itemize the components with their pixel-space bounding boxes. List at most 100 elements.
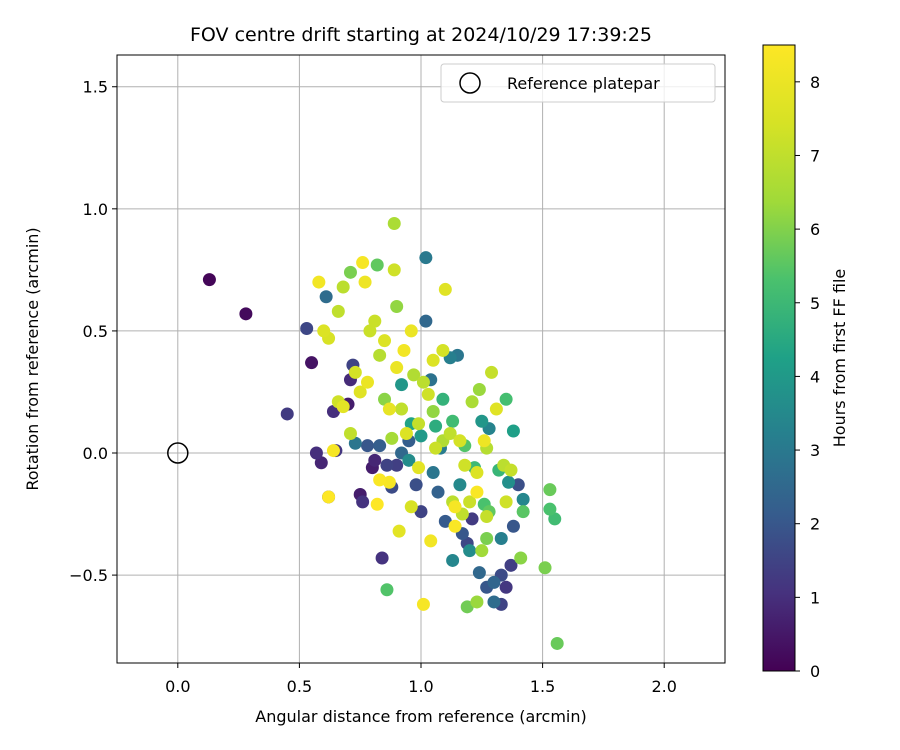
data-point xyxy=(543,483,557,497)
data-point xyxy=(356,495,370,509)
data-point xyxy=(504,463,518,477)
data-point xyxy=(300,321,314,335)
data-point xyxy=(511,478,525,492)
colorbar-tick-label: 2 xyxy=(810,515,820,534)
grid-lines xyxy=(117,55,725,663)
data-point xyxy=(309,446,323,460)
data-point xyxy=(463,495,477,509)
data-point xyxy=(331,304,345,318)
colorbar-tick-label: 4 xyxy=(810,367,820,386)
data-point xyxy=(465,512,479,526)
x-tick-label: 0.0 xyxy=(165,677,190,696)
colorbar-tick-label: 8 xyxy=(810,73,820,92)
data-point xyxy=(387,216,401,230)
data-point xyxy=(280,407,294,421)
data-point xyxy=(363,324,377,338)
data-point xyxy=(448,500,462,514)
data-point xyxy=(317,324,331,338)
data-point xyxy=(370,497,384,511)
x-tick-label: 2.0 xyxy=(651,677,676,696)
y-axis-ticks: −0.5 0.0 0.5 1.0 1.5 xyxy=(69,78,117,585)
data-point xyxy=(414,505,428,519)
data-point xyxy=(319,290,333,304)
data-point xyxy=(202,273,216,287)
data-point xyxy=(375,551,389,565)
data-point xyxy=(407,368,421,382)
data-point xyxy=(480,531,494,545)
y-tick-label: −0.5 xyxy=(69,566,108,585)
data-point xyxy=(506,424,520,438)
data-point xyxy=(392,524,406,538)
data-point xyxy=(380,458,394,472)
legend-label: Reference platepar xyxy=(507,74,660,93)
colorbar-gradient xyxy=(762,44,796,672)
data-point xyxy=(382,475,396,489)
data-point xyxy=(380,583,394,597)
data-point xyxy=(424,534,438,548)
data-point xyxy=(382,402,396,416)
data-point xyxy=(438,282,452,296)
data-point xyxy=(348,365,362,379)
data-point xyxy=(404,500,418,514)
data-point xyxy=(419,251,433,265)
data-point xyxy=(373,473,387,487)
data-point xyxy=(548,512,562,526)
data-point xyxy=(336,280,350,294)
data-point xyxy=(550,636,564,650)
data-point xyxy=(470,466,484,480)
data-point xyxy=(426,353,440,367)
data-point xyxy=(360,439,374,453)
colorbar-tick-label: 3 xyxy=(810,441,820,460)
reference-point xyxy=(167,442,189,464)
y-axis-label: Rotation from reference (arcmin) xyxy=(23,227,42,490)
data-point xyxy=(429,419,443,433)
y-tick-label: 1.5 xyxy=(83,78,108,97)
data-point xyxy=(412,461,426,475)
data-point xyxy=(499,495,513,509)
data-point xyxy=(436,392,450,406)
data-point xyxy=(506,519,520,533)
data-point xyxy=(463,544,477,558)
data-point xyxy=(404,324,418,338)
data-point xyxy=(373,348,387,362)
data-point xyxy=(419,314,433,328)
data-point xyxy=(395,402,409,416)
data-point xyxy=(378,334,392,348)
x-axis-label: Angular distance from reference (arcmin) xyxy=(255,707,586,726)
data-point xyxy=(446,553,460,567)
data-point xyxy=(426,466,440,480)
y-tick-label: 0.0 xyxy=(83,444,108,463)
x-tick-label: 1.5 xyxy=(530,677,555,696)
data-point xyxy=(487,575,501,589)
colorbar-tick-label: 6 xyxy=(810,220,820,239)
data-point xyxy=(477,434,491,448)
colorbar-tick-label: 7 xyxy=(810,146,820,165)
colorbar-tick-label: 5 xyxy=(810,294,820,313)
data-point xyxy=(475,414,489,428)
data-point xyxy=(438,514,452,528)
colorbar-tick-label: 0 xyxy=(810,662,820,681)
data-point xyxy=(487,595,501,609)
colorbar-label: Hours from first FF file xyxy=(830,269,849,448)
legend: Reference platepar xyxy=(440,63,716,103)
data-point xyxy=(378,392,392,406)
data-point xyxy=(305,356,319,370)
data-point xyxy=(312,275,326,289)
data-point xyxy=(397,343,411,357)
data-point xyxy=(356,256,370,270)
data-point xyxy=(416,597,430,611)
data-point xyxy=(353,385,367,399)
data-point xyxy=(429,441,443,455)
data-point xyxy=(475,544,489,558)
data-point xyxy=(436,343,450,357)
data-point xyxy=(472,383,486,397)
data-point xyxy=(343,426,357,440)
data-point xyxy=(516,492,530,506)
data-point xyxy=(502,475,516,489)
data-point xyxy=(465,395,479,409)
data-point xyxy=(399,426,413,440)
data-point xyxy=(395,378,409,392)
data-point xyxy=(499,580,513,594)
data-point xyxy=(385,431,399,445)
data-point xyxy=(538,561,552,575)
